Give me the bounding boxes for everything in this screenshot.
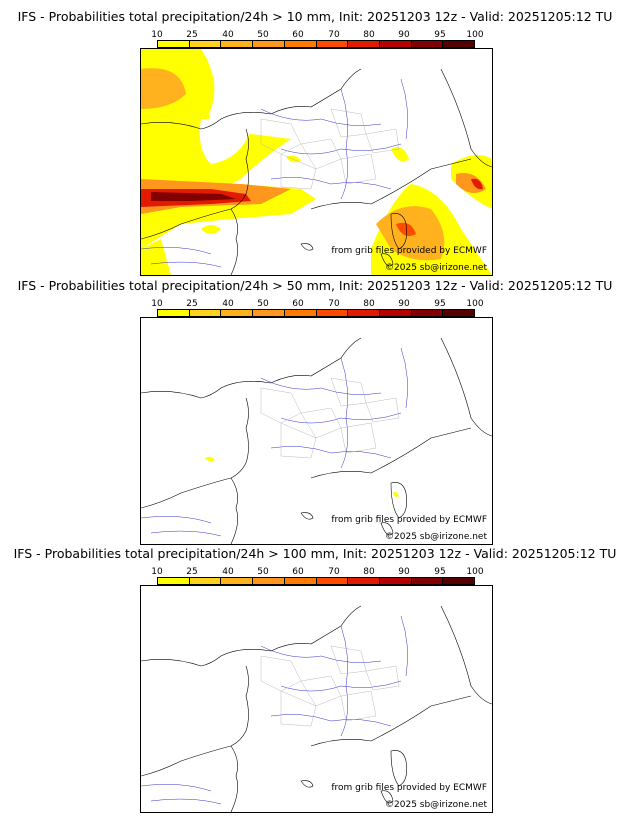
coastlines-borders bbox=[141, 605, 492, 812]
legend-tick: 50 bbox=[257, 567, 269, 577]
legend-tick: 70 bbox=[328, 299, 340, 309]
legend-tick: 95 bbox=[434, 567, 446, 577]
legend-swatch bbox=[158, 578, 190, 584]
legend-swatch bbox=[443, 310, 475, 316]
map-svg bbox=[141, 605, 492, 812]
legend-tick: 25 bbox=[186, 567, 198, 577]
legend-tick: 90 bbox=[398, 567, 410, 577]
legend-tick: 10 bbox=[151, 299, 163, 309]
legend-tick: 70 bbox=[328, 30, 340, 40]
legend-swatch bbox=[189, 310, 222, 316]
legend-tick: 25 bbox=[186, 299, 198, 309]
legend-swatch bbox=[379, 578, 412, 584]
credit-copyright: ©2025 sb@irizone.net bbox=[385, 263, 487, 273]
legend-swatch bbox=[284, 310, 317, 316]
legend-swatch bbox=[443, 578, 475, 584]
legend-swatch bbox=[158, 41, 190, 47]
legend-swatch bbox=[348, 41, 380, 47]
legend-tick: 100 bbox=[466, 30, 484, 40]
legend-swatch bbox=[348, 578, 380, 584]
legend-swatch bbox=[253, 310, 285, 316]
panel-gt10: IFS - Probabilities total precipitation/… bbox=[0, 10, 630, 280]
panel-gt100: IFS - Probabilities total precipitation/… bbox=[0, 547, 630, 817]
map-svg bbox=[141, 337, 492, 544]
legend-tick: 90 bbox=[398, 30, 410, 40]
legend-tick: 60 bbox=[292, 567, 304, 577]
legend-swatch bbox=[253, 578, 285, 584]
admin-boundaries bbox=[260, 377, 400, 459]
legend-swatch bbox=[379, 310, 412, 316]
legend-swatch bbox=[411, 310, 444, 316]
legend-swatch bbox=[189, 578, 222, 584]
rivers bbox=[141, 615, 408, 805]
credit-grib: from grib files provided by ECMWF bbox=[331, 515, 487, 525]
legend-swatch bbox=[284, 41, 317, 47]
coastlines-borders bbox=[141, 68, 492, 275]
legend-swatch bbox=[443, 41, 475, 47]
legend-tick: 100 bbox=[466, 299, 484, 309]
panel-gt50: IFS - Probabilities total precipitation/… bbox=[0, 279, 630, 549]
legend-tick: 95 bbox=[434, 30, 446, 40]
legend-tick: 25 bbox=[186, 30, 198, 40]
credit-copyright: ©2025 sb@irizone.net bbox=[385, 532, 487, 542]
legend-swatch bbox=[411, 41, 444, 47]
legend-tick: 50 bbox=[257, 299, 269, 309]
legend-tick: 100 bbox=[466, 567, 484, 577]
credit-copyright: ©2025 sb@irizone.net bbox=[385, 800, 487, 810]
panel-title: IFS - Probabilities total precipitation/… bbox=[17, 9, 613, 24]
legend-color-bar bbox=[157, 40, 475, 48]
map-svg bbox=[141, 49, 492, 275]
legend-tick: 80 bbox=[363, 567, 375, 577]
legend-swatch bbox=[189, 41, 222, 47]
admin-boundaries bbox=[260, 108, 400, 190]
legend-swatch bbox=[284, 578, 317, 584]
legend-swatch bbox=[158, 310, 190, 316]
legend-tick: 10 bbox=[151, 30, 163, 40]
legend-color-bar bbox=[157, 309, 475, 317]
legend-tick: 80 bbox=[363, 30, 375, 40]
legend-tick: 10 bbox=[151, 567, 163, 577]
legend-swatch bbox=[348, 310, 380, 316]
credit-grib: from grib files provided by ECMWF bbox=[331, 246, 487, 256]
precip-overlay bbox=[141, 49, 492, 275]
credit-grib: from grib files provided by ECMWF bbox=[331, 783, 487, 793]
admin-boundaries bbox=[260, 645, 400, 727]
legend-tick: 40 bbox=[222, 30, 234, 40]
legend-tick: 50 bbox=[257, 30, 269, 40]
legend-swatch bbox=[221, 310, 254, 316]
legend-swatch bbox=[411, 578, 444, 584]
legend-tick: 40 bbox=[222, 567, 234, 577]
legend-tick: 70 bbox=[328, 567, 340, 577]
legend-tick: 80 bbox=[363, 299, 375, 309]
legend-swatch bbox=[253, 41, 285, 47]
panel-title: IFS - Probabilities total precipitation/… bbox=[17, 278, 613, 293]
legend-swatch bbox=[316, 41, 349, 47]
color-legend: 10 25 40 50 60 70 80 90 95 100 bbox=[151, 567, 484, 587]
map-gt10: from grib files provided by ECMWF ©2025 … bbox=[140, 48, 493, 276]
rivers bbox=[141, 347, 408, 537]
legend-tick: 95 bbox=[434, 299, 446, 309]
legend-tick: 60 bbox=[292, 299, 304, 309]
legend-tick: 40 bbox=[222, 299, 234, 309]
map-gt50: from grib files provided by ECMWF ©2025 … bbox=[140, 317, 493, 545]
legend-swatch bbox=[316, 578, 349, 584]
precip-overlay bbox=[205, 456, 399, 497]
legend-swatch bbox=[316, 310, 349, 316]
color-legend: 10 25 40 50 60 70 80 90 95 100 bbox=[151, 30, 484, 50]
legend-swatch bbox=[221, 578, 254, 584]
coastlines-borders bbox=[141, 337, 492, 544]
legend-tick: 90 bbox=[398, 299, 410, 309]
legend-tick: 60 bbox=[292, 30, 304, 40]
map-gt100: from grib files provided by ECMWF ©2025 … bbox=[140, 585, 493, 813]
legend-color-bar bbox=[157, 577, 475, 585]
color-legend: 10 25 40 50 60 70 80 90 95 100 bbox=[151, 299, 484, 319]
legend-swatch bbox=[221, 41, 254, 47]
panel-title: IFS - Probabilities total precipitation/… bbox=[13, 546, 617, 561]
rivers bbox=[141, 78, 408, 268]
legend-swatch bbox=[379, 41, 412, 47]
